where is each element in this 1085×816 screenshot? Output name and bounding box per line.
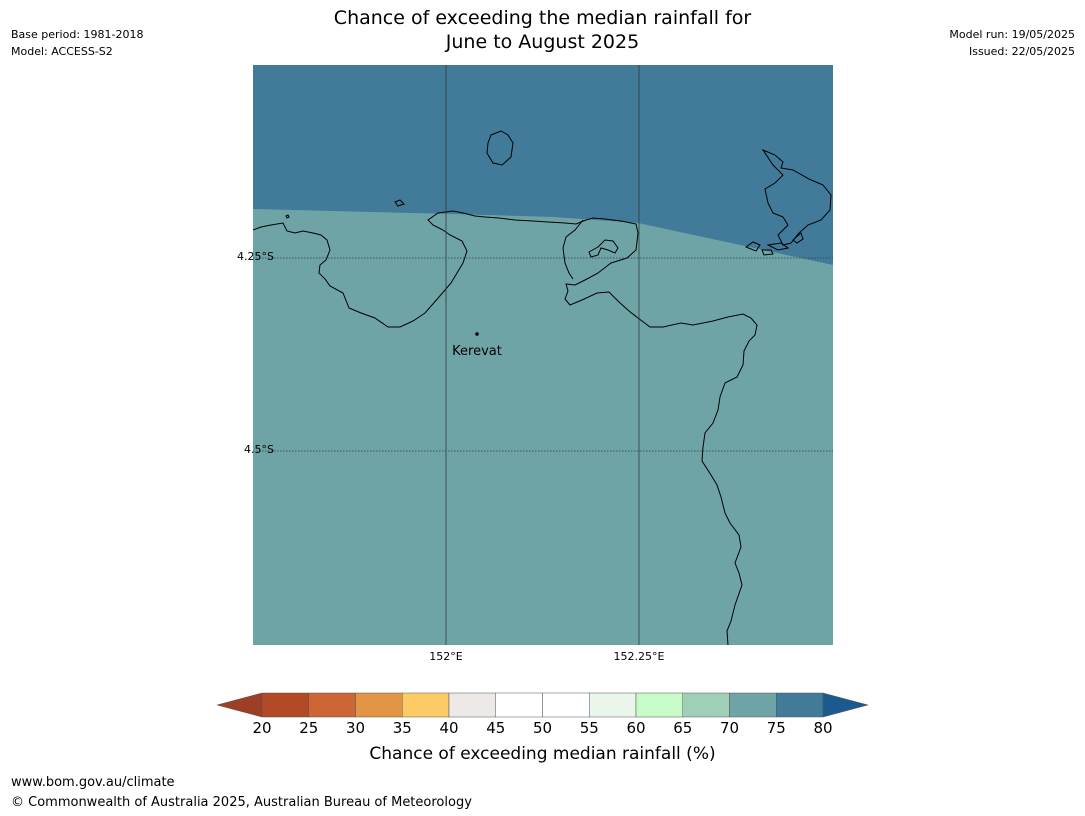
colorbar-segment	[448, 692, 496, 718]
colorbar-tick-label: 75	[766, 719, 786, 737]
title-line-2: June to August 2025	[445, 31, 640, 53]
colorbar-tick-label: 25	[299, 719, 319, 737]
base-period-text: Base period: 1981-2018	[11, 28, 144, 41]
lat-label-4-25s: 4.25°S	[237, 250, 274, 263]
colorbar-segment	[308, 692, 356, 718]
colorbar-segment	[635, 692, 683, 718]
coastline-harbour-inner	[588, 239, 619, 258]
footer-url[interactable]: www.bom.gov.au/climate	[11, 775, 175, 790]
model-run-text: Model run: 19/05/2025	[949, 28, 1075, 41]
colorbar-under-arrow	[216, 692, 263, 718]
map-title: Chance of exceeding the median rainfall …	[0, 6, 1085, 54]
colorbar-tick-label: 60	[626, 719, 646, 737]
island-small-6	[285, 214, 290, 219]
colorbar-tick-label: 80	[813, 719, 833, 737]
island-small-4	[792, 232, 804, 244]
colorbar-tick-label: 45	[486, 719, 506, 737]
place-label-kerevat: Kerevat	[452, 344, 502, 359]
lon-label-152e: 152°E	[429, 650, 463, 663]
graticule	[253, 65, 833, 645]
colorbar	[216, 692, 869, 718]
colorbar-tick-label: 40	[439, 719, 459, 737]
colorbar-segment	[682, 692, 730, 718]
run-info: Model run: 19/05/2025 Issued: 22/05/2025	[949, 26, 1075, 60]
kerevat-marker	[475, 332, 479, 336]
coastline-harbour	[562, 219, 584, 280]
colorbar-segments	[261, 692, 824, 718]
lat-label-4-5s: 4.5°S	[244, 443, 274, 456]
island-small-2	[766, 242, 790, 251]
island-small-3	[761, 249, 774, 256]
colorbar-tick-label: 35	[392, 719, 412, 737]
coastline-main	[253, 210, 758, 645]
footer-copyright: © Commonwealth of Australia 2025, Austra…	[11, 795, 472, 810]
island-small-1	[744, 241, 761, 252]
band-75-80	[253, 65, 833, 265]
colorbar-segment	[729, 692, 777, 718]
colorbar-segment	[542, 692, 590, 718]
colorbar-label: Chance of exceeding median rainfall (%)	[369, 744, 716, 764]
colorbar-tick-label: 20	[252, 719, 272, 737]
colorbar-tick-label: 30	[345, 719, 366, 737]
colorbar-segment	[355, 692, 403, 718]
colorbar-segment	[402, 692, 450, 718]
colorbar-ticks: 20 25 30 35 40 45 50 55 60 65 70 75 80	[0, 719, 1085, 739]
island-watom	[486, 130, 514, 166]
model-info: Base period: 1981-2018 Model: ACCESS-S2	[11, 26, 143, 60]
colorbar-segment	[495, 692, 543, 718]
title-line-1: Chance of exceeding the median rainfall …	[333, 7, 752, 29]
island-small-5	[394, 199, 405, 207]
colorbar-segment	[776, 692, 824, 718]
colorbar-tick-label: 55	[579, 719, 599, 737]
rainfall-map: Kerevat	[253, 65, 833, 645]
lon-label-152-25e: 152.25°E	[613, 650, 665, 663]
coastline	[253, 130, 832, 645]
model-text: Model: ACCESS-S2	[11, 45, 113, 58]
colorbar-tick-label: 50	[532, 719, 553, 737]
colorbar-tick-label: 70	[719, 719, 740, 737]
colorbar-over-arrow	[822, 692, 869, 718]
colorbar-segment	[589, 692, 637, 718]
issued-text: Issued: 22/05/2025	[968, 45, 1075, 58]
colorbar-segment	[261, 692, 309, 718]
colorbar-tick-label: 65	[673, 719, 693, 737]
